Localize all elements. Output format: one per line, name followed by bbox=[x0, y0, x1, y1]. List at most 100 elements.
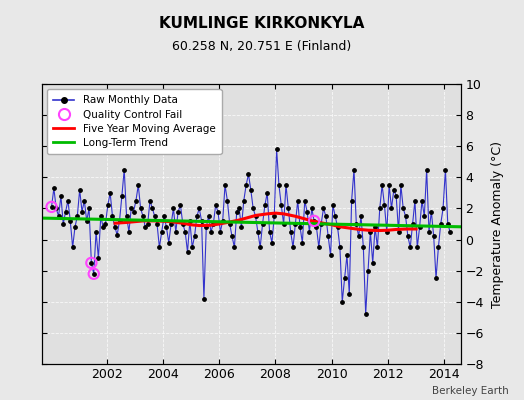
Point bbox=[80, 198, 89, 204]
Point bbox=[230, 244, 238, 250]
Point bbox=[216, 228, 225, 235]
Point bbox=[364, 268, 372, 274]
Point bbox=[383, 228, 391, 235]
Point bbox=[141, 224, 149, 230]
Point bbox=[408, 221, 417, 227]
Point bbox=[256, 244, 265, 250]
Point bbox=[441, 166, 450, 173]
Point bbox=[47, 204, 56, 210]
Point bbox=[376, 205, 384, 212]
Point bbox=[193, 213, 201, 220]
Point bbox=[430, 233, 438, 240]
Point bbox=[50, 185, 58, 192]
Point bbox=[373, 244, 381, 250]
Point bbox=[90, 270, 98, 277]
Point bbox=[101, 221, 110, 227]
Point bbox=[160, 213, 168, 220]
Point bbox=[366, 228, 375, 235]
Text: KUMLINGE KIRKONKYLA: KUMLINGE KIRKONKYLA bbox=[159, 16, 365, 31]
Point bbox=[420, 213, 429, 220]
Point bbox=[301, 198, 309, 204]
Point bbox=[176, 202, 184, 208]
Point bbox=[413, 244, 421, 250]
Point bbox=[272, 146, 281, 152]
Point bbox=[57, 193, 65, 199]
Point bbox=[214, 208, 222, 215]
Point bbox=[200, 296, 208, 302]
Point bbox=[52, 205, 60, 212]
Point bbox=[198, 218, 206, 224]
Point bbox=[153, 221, 161, 227]
Point bbox=[443, 221, 452, 227]
Point bbox=[308, 205, 316, 212]
Point bbox=[416, 224, 424, 230]
Point bbox=[263, 190, 271, 196]
Point bbox=[82, 218, 91, 224]
Point bbox=[188, 244, 196, 250]
Point bbox=[439, 205, 447, 212]
Point bbox=[341, 275, 349, 282]
Point bbox=[92, 228, 100, 235]
Point bbox=[73, 213, 82, 220]
Point bbox=[150, 213, 159, 220]
Point bbox=[425, 228, 433, 235]
Point bbox=[47, 204, 56, 210]
Point bbox=[120, 166, 128, 173]
Point bbox=[343, 252, 351, 258]
Text: Berkeley Earth: Berkeley Earth bbox=[432, 386, 508, 396]
Point bbox=[411, 198, 419, 204]
Point bbox=[350, 166, 358, 173]
Point bbox=[392, 193, 400, 199]
Point bbox=[223, 198, 232, 204]
Point bbox=[244, 171, 253, 178]
Point bbox=[395, 228, 403, 235]
Point bbox=[326, 252, 335, 258]
Text: 60.258 N, 20.751 E (Finland): 60.258 N, 20.751 E (Finland) bbox=[172, 40, 352, 53]
Point bbox=[127, 205, 135, 212]
Point bbox=[347, 198, 356, 204]
Point bbox=[352, 221, 361, 227]
Point bbox=[338, 298, 346, 305]
Point bbox=[314, 244, 323, 250]
Point bbox=[75, 186, 84, 193]
Point bbox=[111, 224, 119, 230]
Point bbox=[61, 208, 70, 215]
Point bbox=[87, 260, 95, 266]
Point bbox=[331, 213, 340, 220]
Point bbox=[155, 244, 163, 250]
Point bbox=[345, 291, 354, 297]
Point bbox=[99, 224, 107, 230]
Point bbox=[357, 213, 365, 220]
Point bbox=[181, 228, 189, 235]
Point bbox=[108, 213, 117, 220]
Point bbox=[136, 205, 145, 212]
Point bbox=[237, 224, 246, 230]
Point bbox=[239, 198, 248, 204]
Point bbox=[362, 311, 370, 318]
Point bbox=[148, 205, 157, 212]
Point bbox=[235, 205, 243, 212]
Point bbox=[165, 240, 173, 246]
Point bbox=[87, 260, 95, 266]
Point bbox=[371, 224, 379, 230]
Point bbox=[446, 228, 454, 235]
Point bbox=[397, 182, 405, 188]
Point bbox=[249, 205, 257, 212]
Point bbox=[293, 198, 302, 204]
Point bbox=[225, 221, 234, 227]
Point bbox=[284, 205, 292, 212]
Point bbox=[387, 205, 396, 212]
Point bbox=[319, 205, 328, 212]
Point bbox=[174, 208, 182, 215]
Point bbox=[289, 244, 297, 250]
Point bbox=[406, 244, 414, 250]
Point bbox=[204, 213, 213, 220]
Point bbox=[310, 218, 318, 224]
Point bbox=[64, 198, 72, 204]
Point bbox=[336, 244, 344, 250]
Point bbox=[317, 221, 325, 227]
Point bbox=[378, 182, 386, 188]
Point bbox=[247, 186, 255, 193]
Point bbox=[287, 228, 295, 235]
Point bbox=[139, 213, 147, 220]
